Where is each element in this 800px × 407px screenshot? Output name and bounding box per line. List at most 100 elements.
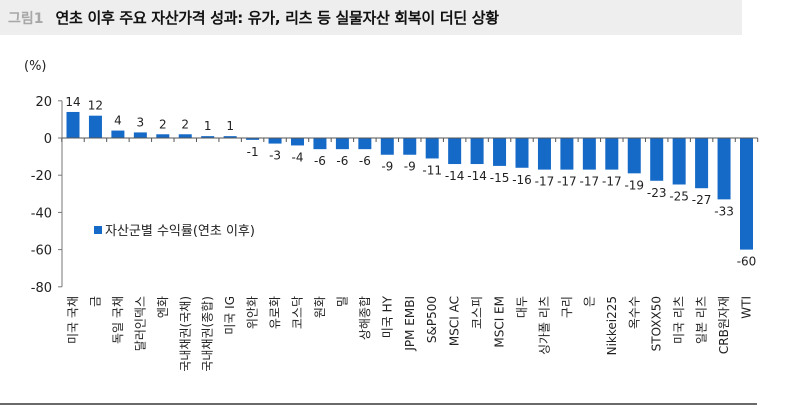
bar-value-label: -1 (247, 145, 259, 159)
x-category-label: 일본 리츠 (695, 296, 709, 344)
chart-title: 연초 이후 주요 자산가격 성과: 유가, 리츠 등 실물자산 회복이 더딘 상… (55, 9, 500, 27)
bottom-divider (0, 403, 757, 405)
bar (246, 138, 260, 140)
x-category-label: 국내채권(종합) (201, 296, 215, 372)
y-tick-label: -40 (31, 206, 52, 221)
bar (717, 138, 731, 200)
legend-label: 자산군별 수익률(연초 이후) (105, 224, 255, 239)
bar-value-label: -11 (422, 163, 442, 177)
bar-value-label: -17 (602, 175, 622, 189)
bar-value-label: 4 (114, 114, 122, 128)
x-category-label: 대두 (515, 296, 529, 318)
x-category-label: STOXX50 (650, 296, 664, 351)
x-category-label: 미국 리츠 (672, 296, 686, 344)
x-category-label: 유로화 (268, 296, 282, 329)
bar-value-label: -27 (692, 193, 712, 207)
bar (695, 138, 709, 189)
bar (515, 138, 529, 168)
bar (178, 134, 192, 138)
x-category-label: 구리 (560, 296, 574, 318)
x-category-label: 밀 (335, 296, 349, 307)
bar (537, 138, 551, 170)
bar (582, 138, 596, 170)
x-category-label: JPM EMBI (403, 296, 417, 352)
y-tick-label: -60 (31, 244, 52, 259)
bar (268, 138, 282, 144)
bar (223, 136, 237, 138)
y-tick-label: 20 (35, 95, 52, 110)
bar-chart: (%) 20 0 -20 -40 -60 -80 14 12 4 3 2 2 1 1 -1 -3 -4 -6 -6 -6… (0, 36, 800, 401)
x-category-label: 코스피 (470, 296, 484, 329)
bar-value-label: -17 (580, 175, 600, 189)
bar (425, 138, 439, 159)
bar-value-label: -60 (737, 255, 757, 269)
bar-value-label: -33 (714, 204, 734, 218)
title-bar: 그림1 연초 이후 주요 자산가격 성과: 유가, 리츠 등 실물자산 회복이 … (0, 0, 742, 35)
bar-value-label: -16 (512, 173, 532, 187)
bar-value-label: 2 (181, 117, 189, 131)
x-category-label: 미국 IG (223, 296, 237, 335)
bar-value-label: -6 (314, 154, 326, 168)
bar-value-label: 1 (226, 119, 234, 133)
bar-value-label: -17 (535, 175, 555, 189)
bar (335, 138, 349, 150)
bar-value-label: 12 (88, 99, 103, 113)
bar (358, 138, 372, 150)
bar (650, 138, 664, 181)
y-tick-label: -80 (31, 281, 52, 296)
bar-value-label: -15 (490, 171, 510, 185)
bar (313, 138, 327, 150)
bar (493, 138, 507, 166)
bar-value-label: -23 (647, 186, 667, 200)
x-category-label: 은 (582, 296, 596, 307)
bar-value-label: -14 (445, 169, 465, 183)
x-category-label: 금 (88, 296, 102, 307)
x-category-label: 싱가폴 리츠 (537, 296, 551, 355)
bar-value-label: -4 (292, 150, 304, 164)
bar (291, 138, 304, 146)
bar (448, 138, 462, 165)
bar-value-label: -25 (669, 190, 689, 204)
bar-value-label: 3 (137, 115, 145, 129)
bar-value-label: -17 (557, 175, 577, 189)
bar-value-label: -9 (381, 160, 393, 174)
figure-label: 그림1 (8, 10, 44, 27)
x-category-label: 위안화 (246, 296, 260, 329)
bar (66, 111, 80, 138)
x-category-label: 코스닥 (291, 296, 305, 329)
bar-value-label: 14 (65, 95, 80, 109)
bar (627, 138, 641, 174)
y-axis-unit-label: (%) (24, 59, 47, 74)
x-category-label: MSCI EM (493, 296, 507, 348)
x-category-label: WTI (740, 296, 754, 319)
y-tick-label: -20 (31, 169, 52, 184)
bar-value-label: 1 (204, 119, 212, 133)
x-category-label: 독일 국채 (111, 296, 125, 344)
bar (111, 130, 125, 138)
bar (560, 138, 574, 170)
x-category-label: 엔화 (156, 296, 170, 318)
x-category-label: 원화 (313, 296, 327, 318)
bar (133, 132, 147, 138)
bar (605, 138, 619, 170)
x-category-label: 상해종합 (358, 296, 372, 340)
bar (672, 138, 686, 185)
x-category-label: Nikkei225 (605, 296, 619, 355)
x-category-label: 국내채권(국채) (178, 296, 192, 372)
x-category-label: MSCI AC (448, 296, 462, 346)
x-category-label: 달러인덱스 (133, 296, 147, 351)
bar-value-label: -19 (624, 178, 644, 192)
bar-value-label: -3 (269, 149, 281, 163)
legend-swatch (94, 226, 102, 234)
bar-value-label: -9 (404, 160, 416, 174)
bar (156, 134, 170, 138)
bar (403, 138, 417, 155)
bar (380, 138, 394, 155)
bar (88, 115, 102, 138)
bar-value-label: -6 (359, 154, 371, 168)
x-category-label: 옥수수 (627, 296, 641, 329)
bar-value-label: -14 (467, 169, 487, 183)
bar-value-label: 2 (159, 117, 167, 131)
bar (470, 138, 484, 165)
x-category-label: S&P500 (425, 296, 439, 343)
